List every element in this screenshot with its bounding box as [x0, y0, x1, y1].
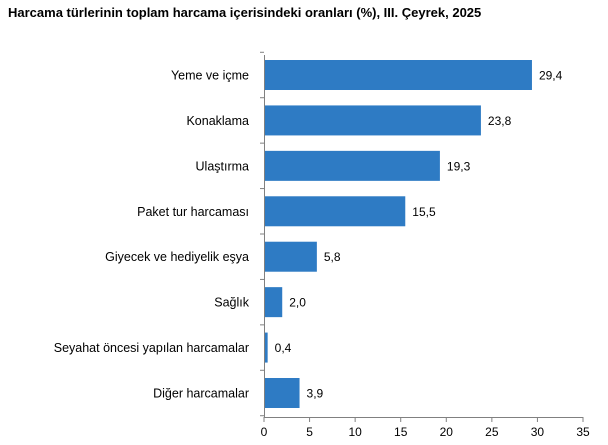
bar — [264, 60, 532, 90]
x-tick-label: 10 — [348, 425, 362, 439]
bar — [264, 196, 406, 227]
bar — [264, 332, 268, 363]
data-label: 5,8 — [324, 250, 341, 264]
bar — [264, 150, 440, 181]
category-label: Giyecek ve hediyelik eşya — [105, 250, 249, 264]
x-tick-label: 20 — [440, 425, 454, 439]
category-label: Seyahat öncesi yapılan harcamalar — [54, 341, 249, 355]
x-tick-label: 5 — [306, 425, 313, 439]
category-label: Yeme ve içme — [171, 69, 249, 83]
bar — [264, 105, 481, 136]
category-label: Ulaştırma — [196, 159, 250, 173]
data-label: 19,3 — [447, 159, 471, 173]
category-label: Diğer harcamalar — [153, 387, 249, 401]
bar — [264, 241, 317, 272]
data-label: 23,8 — [488, 114, 512, 128]
category-label: Sağlık — [214, 296, 249, 310]
data-label: 15,5 — [412, 205, 436, 219]
data-label: 2,0 — [289, 296, 306, 310]
category-label: Konaklama — [186, 114, 249, 128]
data-label: 3,9 — [307, 387, 324, 401]
x-tick-label: 35 — [576, 425, 590, 439]
x-tick-label: 0 — [261, 425, 268, 439]
bar — [264, 378, 300, 408]
x-tick-label: 15 — [394, 425, 408, 439]
chart-title: Harcama türlerinin toplam harcama içeris… — [8, 5, 482, 20]
data-label: 29,4 — [539, 69, 563, 83]
x-tick-label: 25 — [485, 425, 499, 439]
axis-layer: 0 5 10 15 20 25 30 35 — [260, 51, 590, 439]
labels-layer: Yeme ve içme 29,4 Konaklama 23,8 Ulaştırma 19… — [54, 69, 563, 401]
bar — [264, 287, 283, 318]
category-label: Paket tur harcaması — [137, 205, 249, 219]
data-label: 0,4 — [275, 341, 292, 355]
x-tick-label: 30 — [531, 425, 545, 439]
bars-layer — [264, 60, 532, 408]
